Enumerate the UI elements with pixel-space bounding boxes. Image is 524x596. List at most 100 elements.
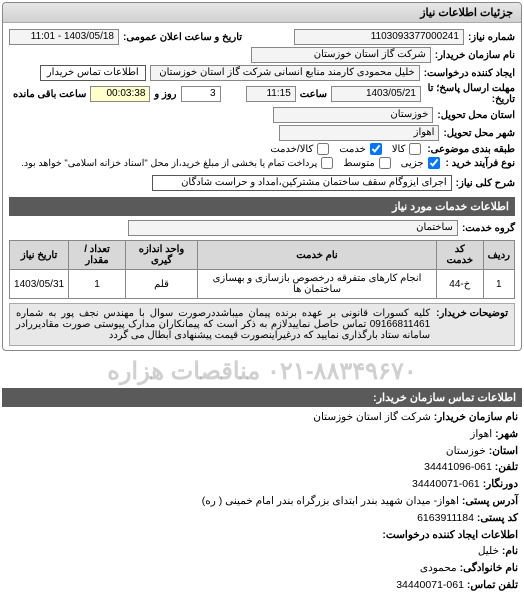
c-address-label: آدرس پستی: xyxy=(462,495,518,507)
time-remaining-value: 00:03:38 xyxy=(90,86,150,102)
table-header-cell: تعداد / مقدار xyxy=(69,241,126,270)
buyer-org-value: شرکت گاز استان خوزستان xyxy=(251,47,431,63)
deadline-label: مهلت ارسال پاسخ؛ تا تاریخ: xyxy=(425,83,515,105)
cb-medium: متوسط xyxy=(343,157,392,169)
cb-service: خدمت xyxy=(339,143,384,155)
process-type-label: نوع فرآیند خرید : xyxy=(446,158,515,169)
requester-label: ایجاد کننده درخواست: xyxy=(424,68,515,79)
row-service-group: گروه خدمت: ساختمان xyxy=(9,220,515,236)
city-value: اهواز xyxy=(279,125,439,141)
cb-treasury-input[interactable] xyxy=(321,157,333,169)
buyer-description-box: توضیحات خریدار: کلیه کسورات قانونی بر عه… xyxy=(9,303,515,346)
table-body: 1خ-44انجام کارهای متفرقه درخصوص بازسازی … xyxy=(10,270,515,299)
services-header: اطلاعات خدمات مورد نیاز xyxy=(9,197,515,216)
need-details-panel: جزئیات اطلاعات نیاز شماره نیاز: 11030933… xyxy=(2,2,522,351)
c-firstname-value: خلیل xyxy=(478,545,499,557)
cb-goods-label: کالا xyxy=(392,144,406,155)
province-label: استان محل تحویل: xyxy=(437,110,515,121)
province-value: خوزستان xyxy=(273,107,433,123)
need-number-label: شماره نیاز: xyxy=(468,32,515,43)
c-province-label: استان: xyxy=(489,445,518,457)
service-group-value: ساختمان xyxy=(128,220,458,236)
cb-service-input[interactable] xyxy=(370,143,382,155)
cb-minor-input[interactable] xyxy=(428,157,440,169)
c-lastname-label: نام خانوادگی: xyxy=(460,562,518,574)
deadline-time-value: 11:15 xyxy=(246,86,296,102)
days-remaining-value: 3 xyxy=(181,86,221,102)
category-label: طبقه بندی موضوعی: xyxy=(427,144,515,155)
c-address-value: اهواز- میدان شهید بندر ابتدای بزرگراه بن… xyxy=(202,495,459,507)
panel1-body: شماره نیاز: 1103093377000241 تاریخ و ساع… xyxy=(3,23,521,350)
contact-header: اطلاعات تماس سازمان خریدار: xyxy=(2,388,522,407)
services-table: ردیفکد خدمتنام خدمتواحد اندازه گیریتعداد… xyxy=(9,240,515,299)
cb-both-label: کالا/خدمت xyxy=(270,144,313,155)
remaining-label: ساعت باقی مانده xyxy=(13,89,86,100)
cb-medium-label: متوسط xyxy=(343,158,374,169)
cb-medium-input[interactable] xyxy=(379,157,391,169)
summary-label: شرح کلی نیاز: xyxy=(456,178,515,189)
table-header-cell: تاریخ نیاز xyxy=(10,241,69,270)
deadline-time-label: ساعت xyxy=(300,89,327,100)
buyer-org-label: نام سازمان خریدار: xyxy=(435,50,515,61)
table-header-cell: کد خدمت xyxy=(436,241,483,270)
c-firstname-label: نام: xyxy=(502,545,518,557)
row-category: طبقه بندی موضوعی: کالا خدمت کالا/خدمت xyxy=(9,143,515,155)
cb-treasury: پرداخت تمام یا بخشی از مبلغ خرید،از محل … xyxy=(21,157,335,169)
c-contact-phone-label: تلفن تماس: xyxy=(467,579,518,591)
city-label: شهر محل تحویل: xyxy=(443,128,515,139)
c-postal-label: کد پستی: xyxy=(477,512,518,524)
c-org-label: نام سازمان خریدار: xyxy=(434,411,518,423)
table-cell: 1 xyxy=(69,270,126,299)
table-cell: قلم xyxy=(125,270,197,299)
row-province: استان محل تحویل: خوزستان xyxy=(9,107,515,123)
deadline-date-value: 1403/05/21 xyxy=(331,86,421,102)
panel1-header: جزئیات اطلاعات نیاز xyxy=(3,3,521,23)
buyer-contact-button[interactable]: اطلاعات تماس خریدار xyxy=(40,65,146,81)
table-row: 1خ-44انجام کارهای متفرقه درخصوص بازسازی … xyxy=(10,270,515,299)
c-fax-label: دورنگار: xyxy=(483,478,518,490)
row-process-type: نوع فرآیند خرید : جزیی متوسط پرداخت تمام… xyxy=(9,157,515,169)
row-city: شهر محل تحویل: اهواز xyxy=(9,125,515,141)
buyer-description-label: توضیحات خریدار: xyxy=(430,308,508,341)
c-phone-label: تلفن: xyxy=(495,461,518,473)
c-phone-value: 061-34441096 xyxy=(424,461,492,473)
row-deadline: مهلت ارسال پاسخ؛ تا تاریخ: 1403/05/21 سا… xyxy=(9,83,515,105)
c-fax-value: 061-34440071 xyxy=(412,478,480,490)
cb-minor: جزیی xyxy=(401,157,442,169)
service-group-label: گروه خدمت: xyxy=(462,223,515,234)
table-cell: 1403/05/31 xyxy=(10,270,69,299)
cb-both-input[interactable] xyxy=(317,143,329,155)
need-number-value: 1103093377000241 xyxy=(294,29,464,45)
days-label: روز و xyxy=(154,89,176,100)
table-cell: 1 xyxy=(483,270,514,299)
row-need-number: شماره نیاز: 1103093377000241 تاریخ و ساع… xyxy=(9,29,515,45)
c-city-value: اهواز xyxy=(470,428,492,440)
watermark-text: ۰۲۱-۸۸۳۴۹۶۷۰ مناقصات هزاره xyxy=(0,357,524,386)
c-requester-header: اطلاعات ایجاد کننده درخواست: xyxy=(382,529,518,541)
table-cell: انجام کارهای متفرقه درخصوص بازسازی و بهس… xyxy=(198,270,437,299)
c-province-value: خوزستان xyxy=(446,445,486,457)
c-contact-phone-value: 061-34440071 xyxy=(396,579,464,591)
announce-date-value: 1403/05/18 - 11:01 xyxy=(9,29,119,45)
table-header-cell: واحد اندازه گیری xyxy=(125,241,197,270)
row-requester: ایجاد کننده درخواست: خلیل محمودی کارمند … xyxy=(9,65,515,81)
row-buyer-org: نام سازمان خریدار: شرکت گاز استان خوزستا… xyxy=(9,47,515,63)
c-postal-value: 6163911184 xyxy=(417,512,474,524)
contact-block: نام سازمان خریدار: شرکت گاز استان خوزستا… xyxy=(0,407,524,596)
summary-value: اجرای ایزوگام سقف ساختمان مشترکین،امداد … xyxy=(152,175,452,191)
cb-goods: کالا xyxy=(392,143,424,155)
c-lastname-value: محمودی xyxy=(420,562,457,574)
cb-minor-label: جزیی xyxy=(401,158,424,169)
table-cell: خ-44 xyxy=(436,270,483,299)
c-org-value: شرکت گاز استان خوزستان xyxy=(313,411,431,423)
row-summary: شرح کلی نیاز: اجرای ایزوگام سقف ساختمان … xyxy=(9,175,515,191)
requester-value: خلیل محمودی کارمند منابع انسانی شرکت گاز… xyxy=(150,65,420,81)
announce-date-label: تاریخ و ساعت اعلان عمومی: xyxy=(123,32,242,43)
cb-both: کالا/خدمت xyxy=(270,143,331,155)
table-head: ردیفکد خدمتنام خدمتواحد اندازه گیریتعداد… xyxy=(10,241,515,270)
cb-goods-input[interactable] xyxy=(409,143,421,155)
c-city-label: شهر: xyxy=(495,428,518,440)
table-header-cell: نام خدمت xyxy=(198,241,437,270)
treasury-note: پرداخت تمام یا بخشی از مبلغ خرید،از محل … xyxy=(21,158,317,169)
cb-service-label: خدمت xyxy=(339,144,366,155)
